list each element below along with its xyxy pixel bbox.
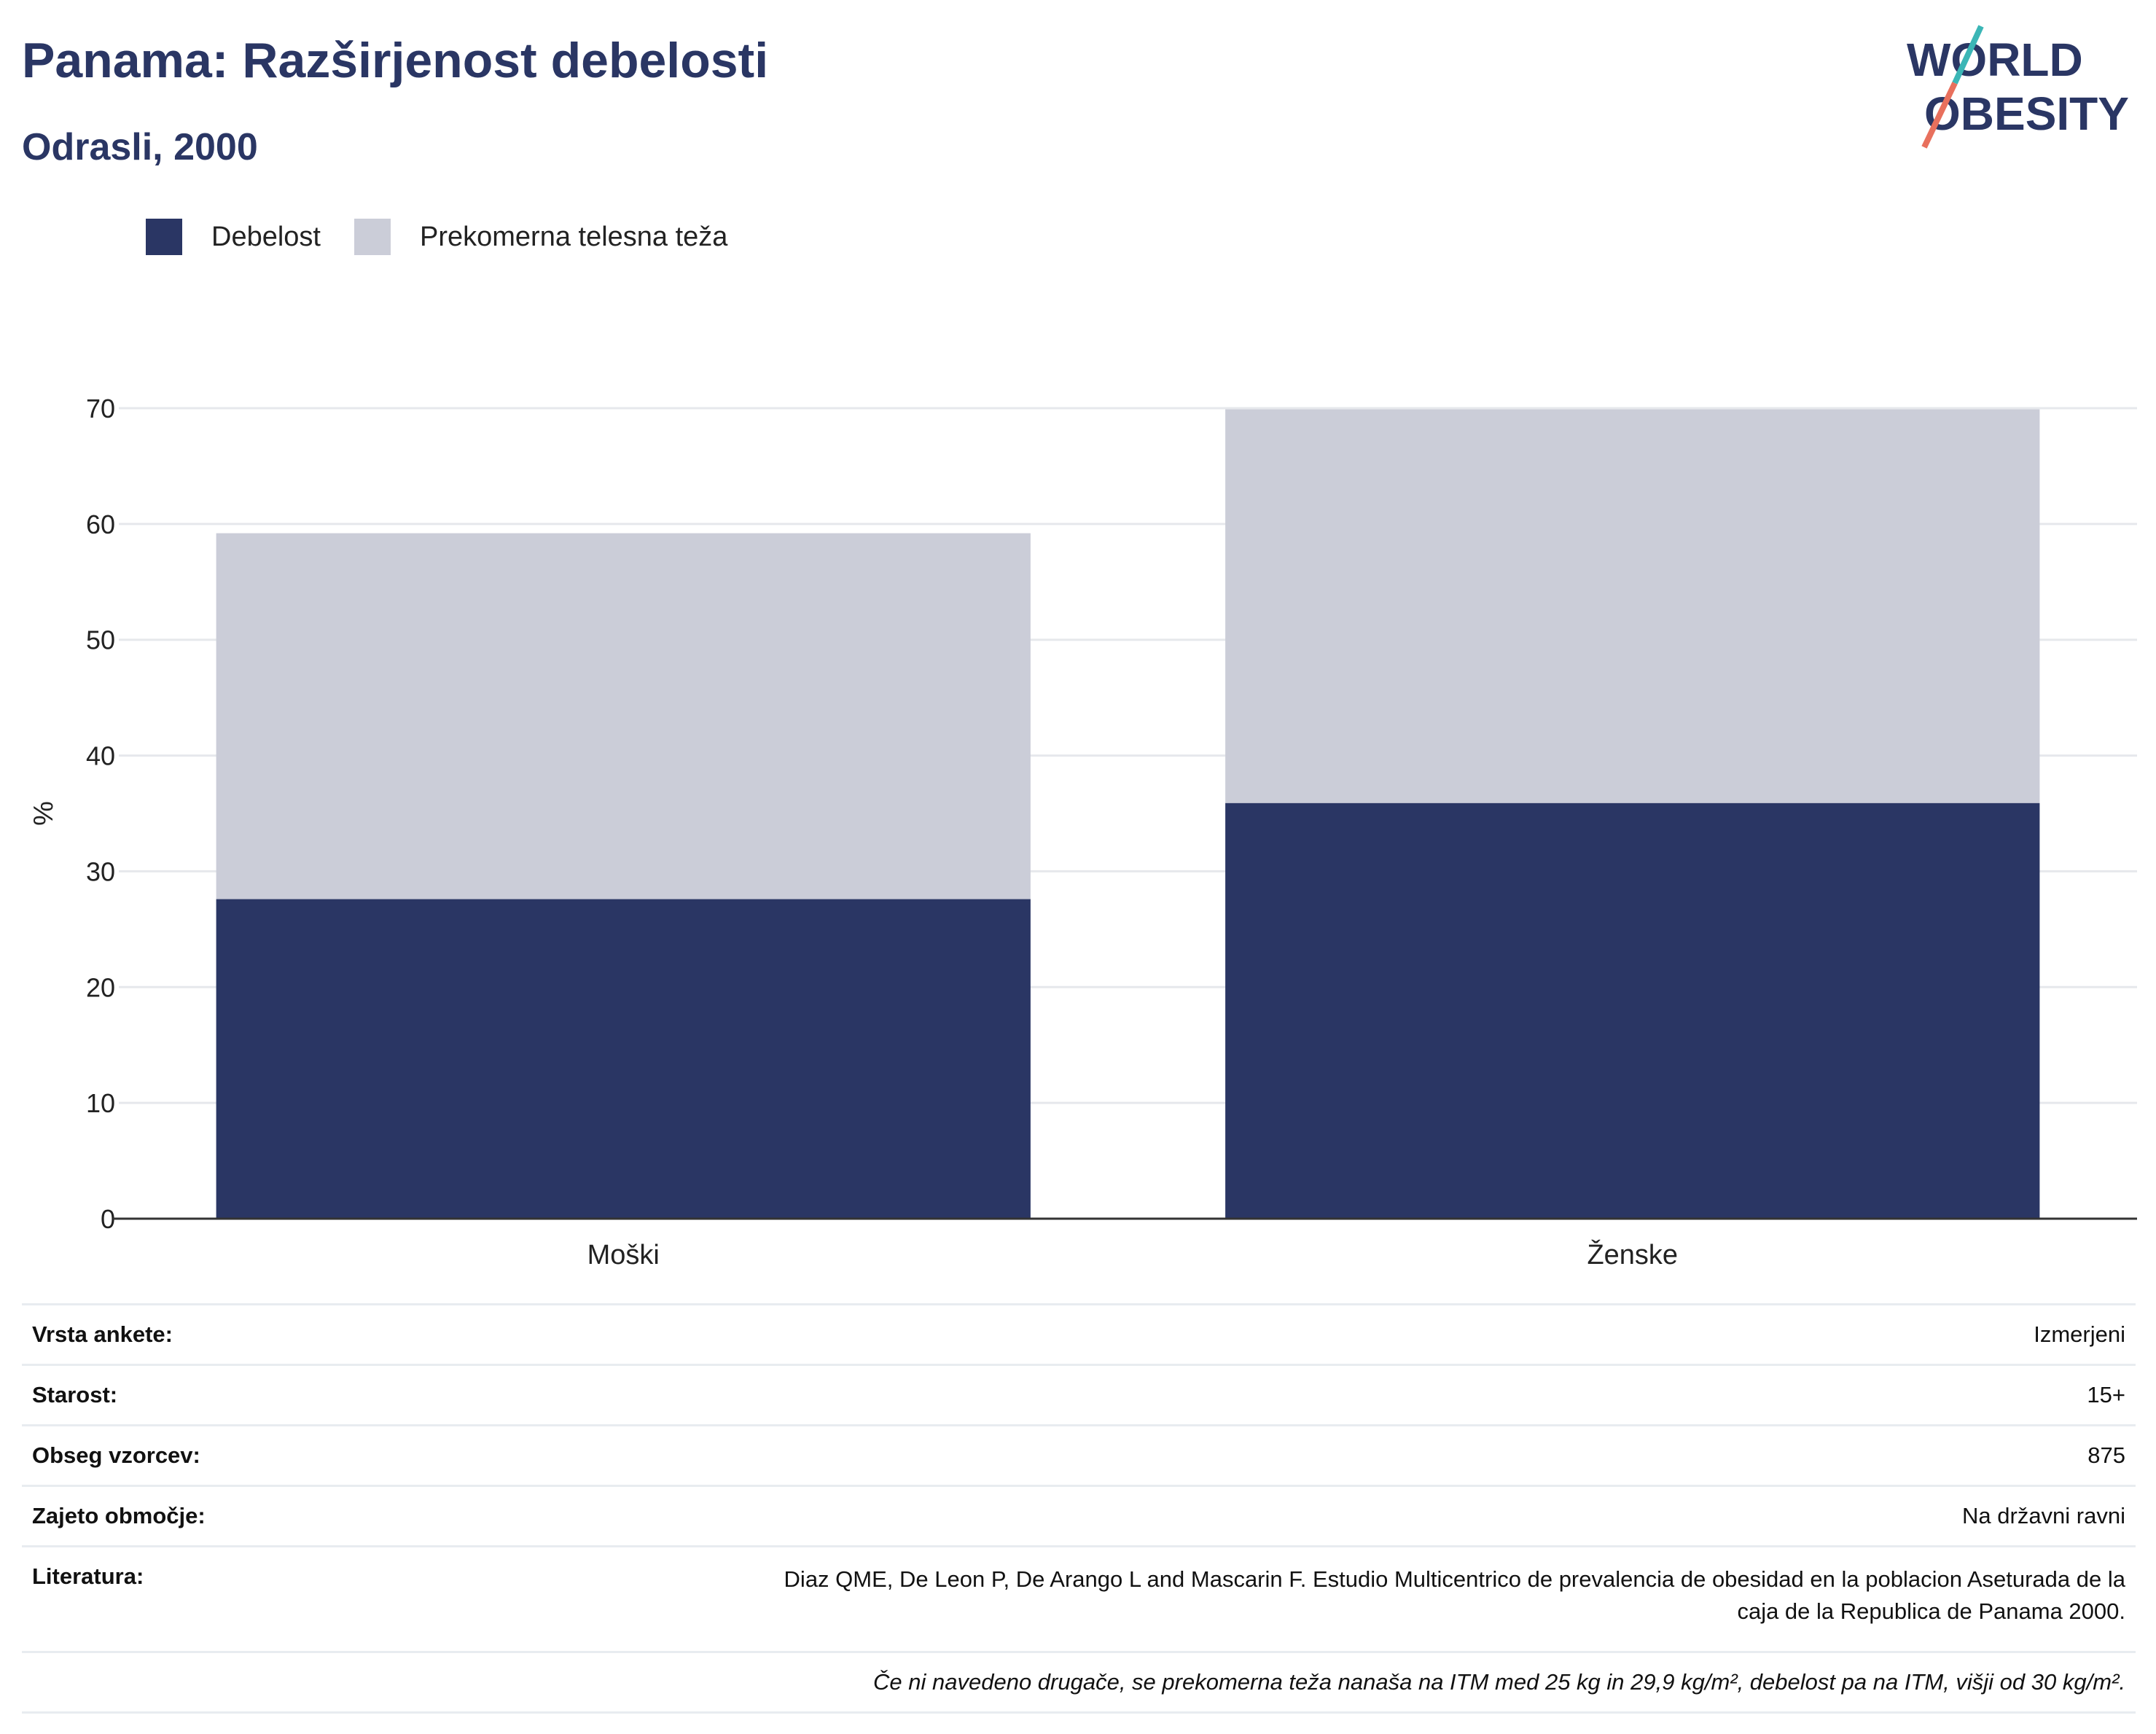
legend-swatch-obesity: [146, 219, 182, 255]
chart-title: Panama: Razširjenost debelosti: [22, 33, 769, 88]
info-label: Literatura:: [22, 1545, 348, 1652]
info-label: Vrsta ankete:: [22, 1303, 348, 1365]
logo-slash-coral: [1921, 82, 1958, 149]
reference-text: Diaz QME, De Leon P, De Arango L and Mas…: [348, 1545, 2136, 1652]
logo-slash-teal: [1952, 25, 1984, 85]
info-row-area: Zajeto območje: Na državni ravni: [22, 1485, 2136, 1547]
y-tick-label: 50: [86, 625, 115, 655]
bar-overweight-men: [216, 533, 1031, 899]
bar-obesity-men: [216, 899, 1031, 1219]
reference-line-1: Diaz QME, De Leon P, De Arango L and Mas…: [784, 1566, 2125, 1592]
y-tick-label: 40: [86, 741, 115, 771]
bar-overweight-women: [1225, 409, 2040, 803]
info-value: 15+: [348, 1364, 2136, 1426]
info-row-age: Starost: 15+: [22, 1364, 2136, 1426]
info-label: Zajeto območje:: [22, 1485, 348, 1547]
legend-item-obesity[interactable]: Debelost: [146, 219, 321, 255]
survey-info-table: Vrsta ankete: Izmerjeni Starost: 15+ Obs…: [22, 1303, 2136, 1714]
info-label: Obseg vzorcev:: [22, 1424, 348, 1486]
legend-swatch-overweight: [354, 219, 391, 255]
y-axis-label: %: [28, 801, 59, 826]
definition-note: Če ni navedeno drugače, se prekomerna te…: [22, 1651, 2136, 1714]
info-value: 875: [348, 1424, 2136, 1486]
y-tick-label: 60: [86, 509, 115, 539]
chart-subtitle: Odrasli, 2000: [22, 126, 258, 168]
x-tick-label: Moški: [587, 1240, 660, 1268]
x-tick-label: Ženske: [1587, 1239, 1678, 1268]
info-row-sample-size: Obseg vzorcev: 875: [22, 1424, 2136, 1486]
reference-line-2: caja de la Republica de Panama 2000.: [1737, 1598, 2125, 1624]
info-row-reference: Literatura: Diaz QME, De Leon P, De Aran…: [22, 1545, 2136, 1652]
y-tick-label: 70: [86, 394, 115, 423]
chart-legend: Debelost Prekomerna telesna teža: [146, 217, 761, 257]
bar-obesity-women: [1225, 802, 2040, 1219]
legend-item-overweight[interactable]: Prekomerna telesna teža: [354, 219, 727, 255]
legend-label-overweight: Prekomerna telesna teža: [419, 221, 728, 252]
world-obesity-logo: WORLD OBESITY: [1907, 25, 2129, 149]
stacked-bar-chart: 0 10 20 30 40 50 60 70% Moški Ženske: [28, 394, 2137, 1268]
y-tick-label: 20: [86, 972, 115, 1002]
info-value: Izmerjeni: [348, 1303, 2136, 1365]
y-tick-label: 10: [86, 1088, 115, 1118]
info-label: Starost:: [22, 1364, 348, 1426]
y-tick-label: 0: [101, 1204, 115, 1234]
logo-word-1: WORLD: [1907, 34, 2083, 86]
info-row-note: Če ni navedeno drugače, se prekomerna te…: [22, 1651, 2136, 1714]
info-value: Na državni ravni: [348, 1485, 2136, 1547]
logo-word-2: OBESITY: [1924, 87, 2129, 140]
y-tick-label: 30: [86, 856, 115, 886]
legend-label-obesity: Debelost: [211, 221, 321, 252]
info-row-survey-type: Vrsta ankete: Izmerjeni: [22, 1303, 2136, 1365]
